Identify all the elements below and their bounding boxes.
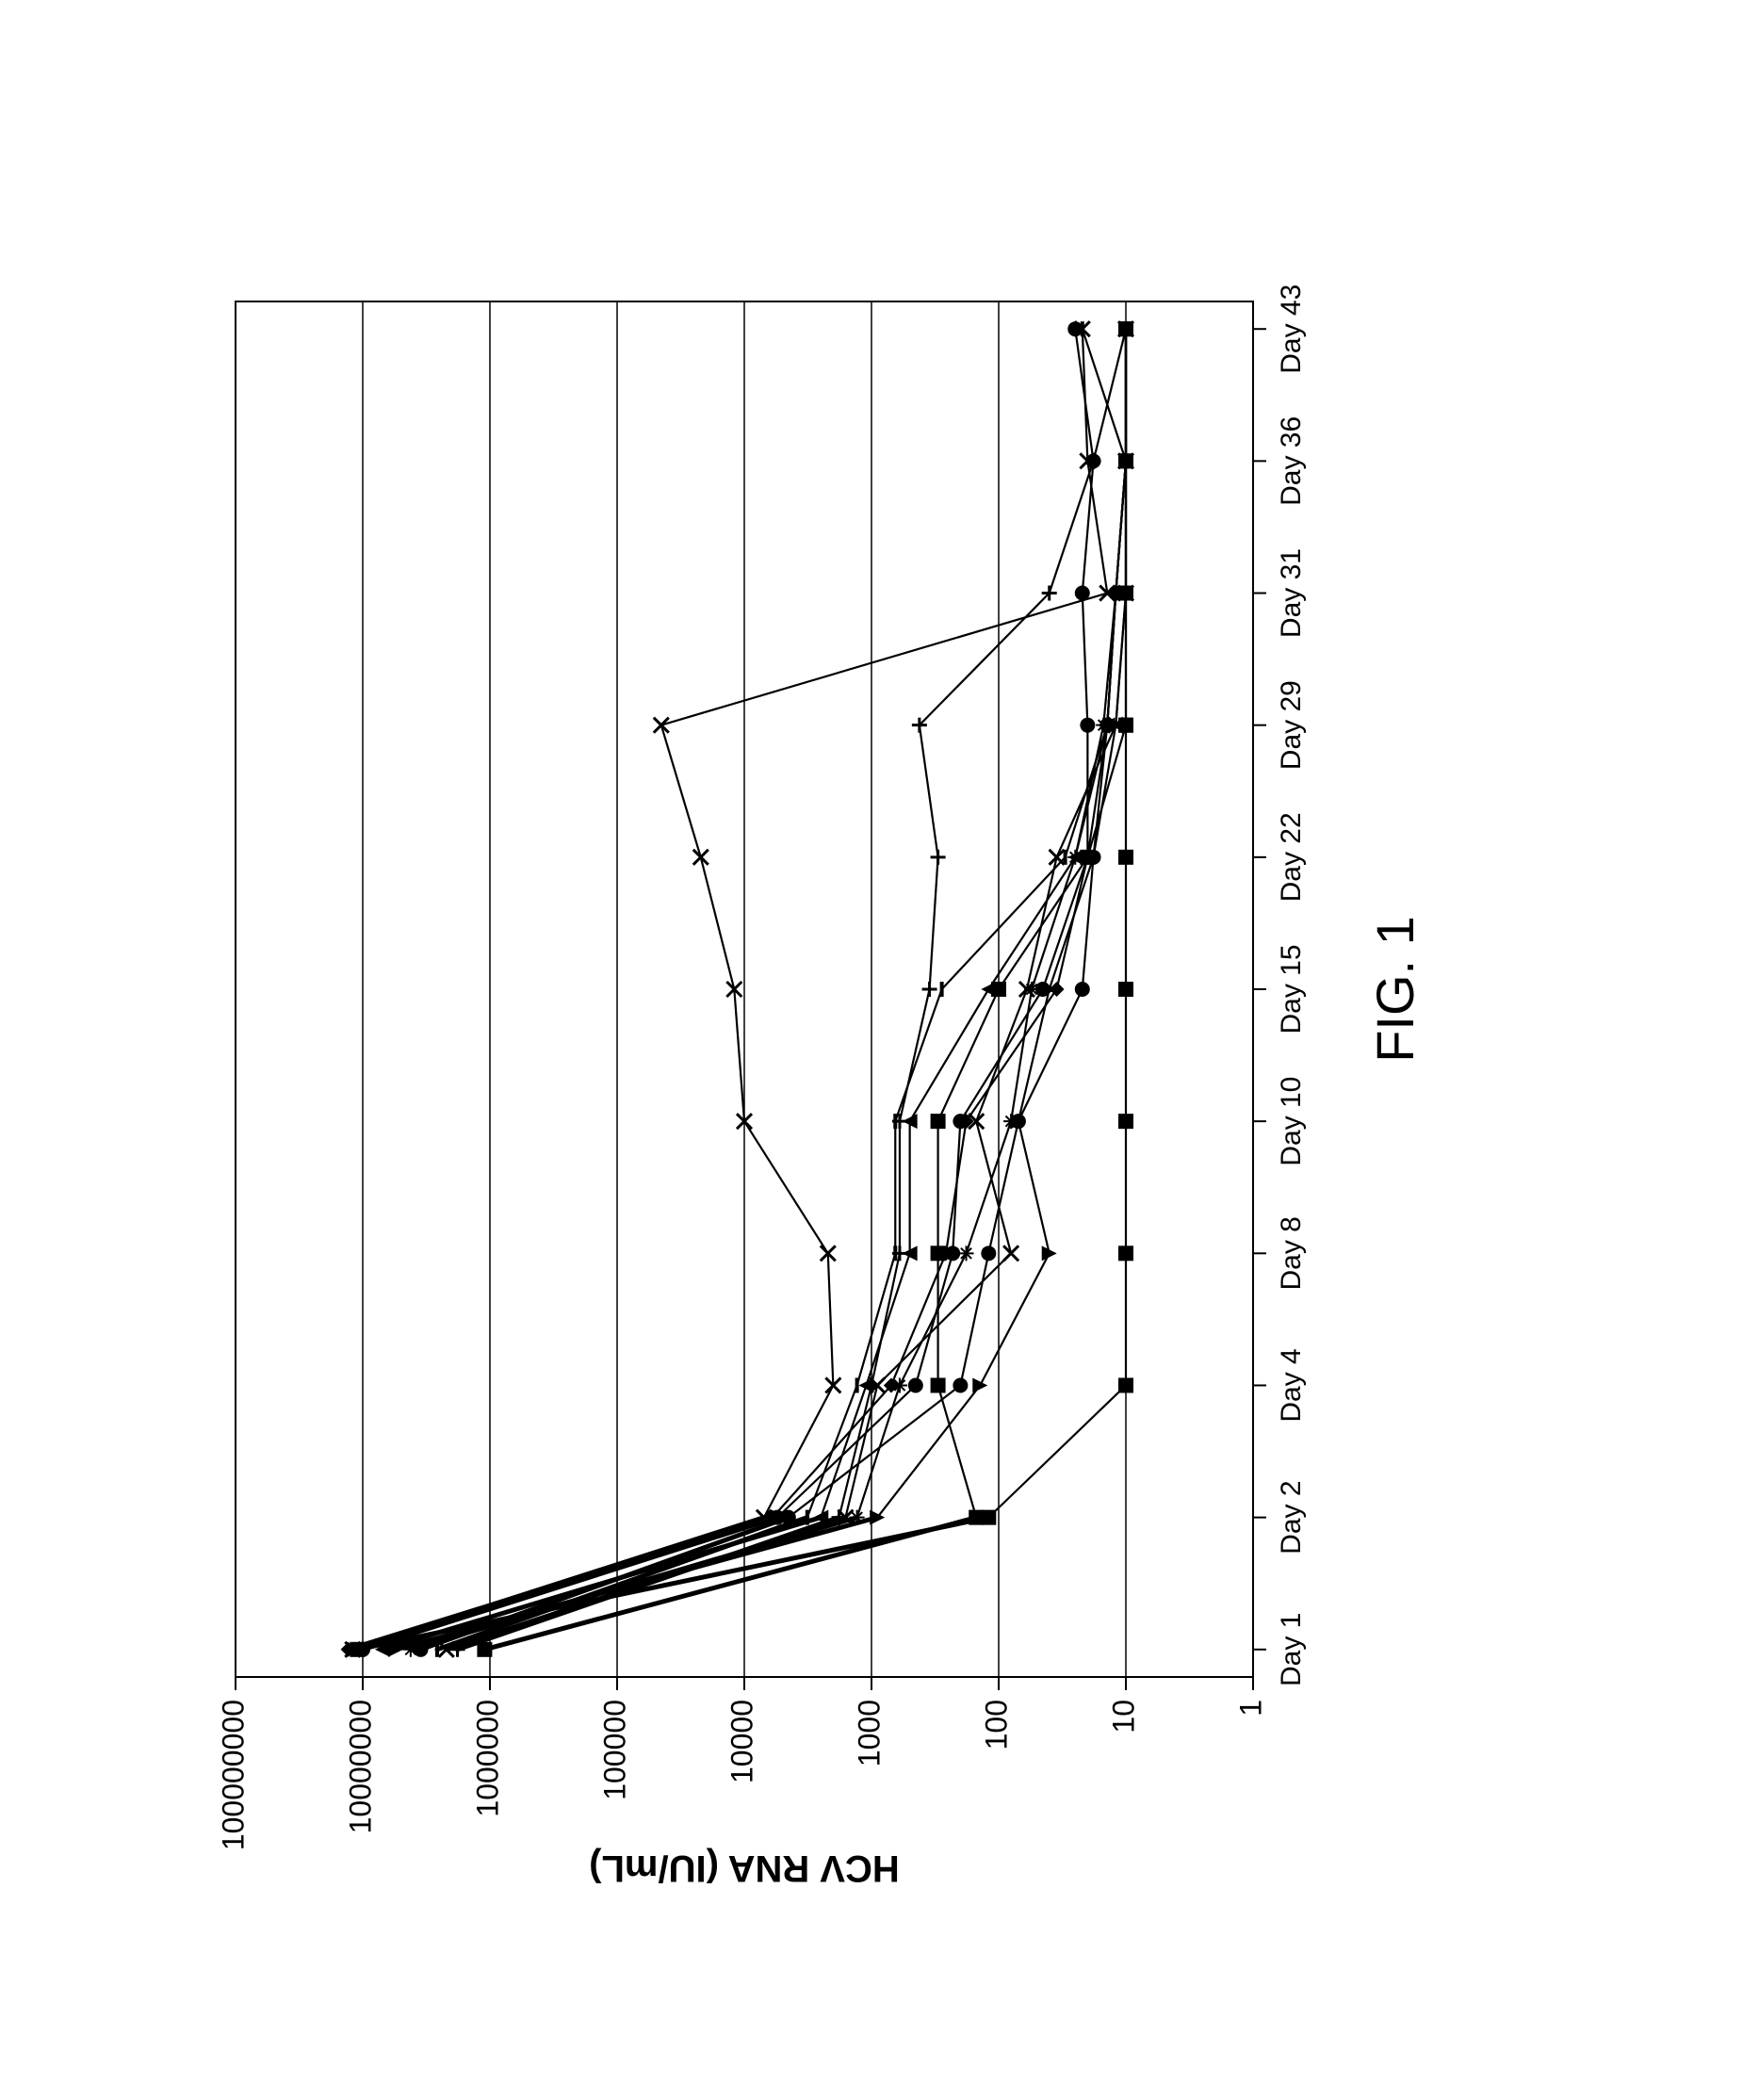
x-tick-label: Day 8	[1276, 1216, 1307, 1290]
marker-triangle-down	[1042, 1245, 1057, 1261]
marker-square	[931, 1377, 946, 1392]
marker-square	[969, 1510, 984, 1525]
y-tick-label: 10000	[725, 1700, 758, 1783]
series-line	[437, 329, 1126, 1650]
marker-square	[1118, 850, 1133, 865]
figure-title: FIG. 1	[1365, 916, 1425, 1063]
x-tick-label: Day 4	[1276, 1348, 1307, 1422]
y-tick-label: 100000	[597, 1700, 631, 1800]
x-tick-label: Day 22	[1276, 812, 1307, 902]
series-line	[411, 329, 1126, 1650]
y-tick-label: 1000	[852, 1700, 886, 1766]
figure-page: 1 10 100 1000 10000 100000 1000000 10000000 1000…	[0, 0, 1759, 2100]
marker-square	[1118, 982, 1133, 997]
y-tick-label: 100000000	[216, 1700, 250, 1850]
x-tick-label: Day 29	[1276, 680, 1307, 770]
marker-triangle-up	[981, 982, 996, 997]
series-line	[396, 329, 1126, 1650]
chart-rotated-container: 1 10 100 1000 10000 100000 1000000 10000000 1000…	[170, 170, 1583, 1922]
marker-circle	[908, 1377, 923, 1392]
marker-square	[1118, 1114, 1133, 1129]
marker-circle	[953, 1377, 968, 1392]
series-line	[421, 329, 1126, 1650]
x-tick-label: Day 1	[1276, 1613, 1307, 1686]
y-tick-label: 1000000	[470, 1700, 504, 1817]
x-tick-label: Day 2	[1276, 1480, 1307, 1554]
series-line	[357, 329, 1126, 1650]
x-tick-label: Day 31	[1276, 548, 1307, 638]
series-line	[349, 329, 1126, 1650]
marker-circle	[953, 1114, 968, 1129]
x-tick-label: Day 15	[1276, 944, 1307, 1034]
marker-square	[931, 1114, 946, 1129]
marker-square	[1118, 1377, 1133, 1392]
y-axis-label: HCV RNA (IU/mL)	[589, 1848, 900, 1889]
y-tick-label: 10	[1106, 1700, 1140, 1734]
series-group	[341, 321, 1133, 1657]
marker-circle	[1075, 982, 1090, 997]
x-tick-label: Day 10	[1276, 1077, 1307, 1166]
y-tick-label: 10000000	[343, 1700, 377, 1833]
marker-triangle-down	[972, 1377, 987, 1392]
series-line	[383, 329, 1126, 1650]
marker-circle	[1080, 718, 1095, 733]
marker-square	[931, 1245, 946, 1261]
x-tick-label: Day 36	[1276, 416, 1307, 506]
series-line	[447, 329, 1126, 1650]
y-tick-label: 1	[1233, 1700, 1267, 1717]
x-tick-label: Day 43	[1276, 285, 1307, 374]
marker-circle	[981, 1245, 996, 1261]
marker-circle	[945, 1245, 960, 1261]
line-chart-svg: 1 10 100 1000 10000 100000 1000000 10000000 1000…	[170, 170, 1583, 1922]
y-tick-label: 100	[979, 1700, 1013, 1750]
marker-square	[1118, 1245, 1133, 1261]
